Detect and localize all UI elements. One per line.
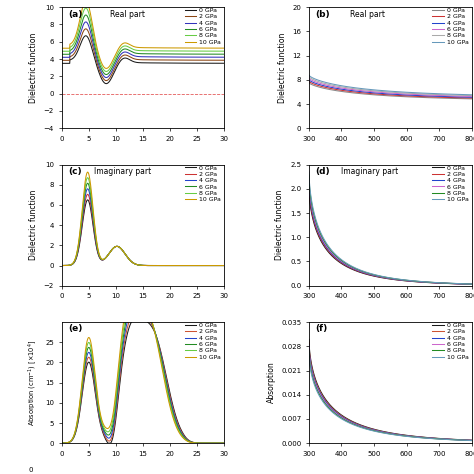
Text: (a): (a) [68,9,82,18]
Y-axis label: Dielectric function: Dielectric function [29,190,38,260]
Legend: 0 GPa, 2 GPa, 4 GPa, 6 GPa, 8 GPa, 10 GPa: 0 GPa, 2 GPa, 4 GPa, 6 GPa, 8 GPa, 10 GP… [432,323,468,360]
Y-axis label: Absorption (cm$^{-1}$) [$\times10^{4}$]: Absorption (cm$^{-1}$) [$\times10^{4}$] [27,339,39,426]
Text: 0: 0 [28,466,33,473]
Legend: 0 GPa, 2 GPa, 4 GPa, 6 GPa, 8 GPa, 10 GPa: 0 GPa, 2 GPa, 4 GPa, 6 GPa, 8 GPa, 10 GP… [432,165,468,202]
Y-axis label: Dielectric function: Dielectric function [278,33,287,103]
Text: (f): (f) [315,325,328,334]
Y-axis label: Dielectric function: Dielectric function [29,33,38,103]
Legend: 0 GPa, 2 GPa, 4 GPa, 6 GPa, 8 GPa, 10 GPa: 0 GPa, 2 GPa, 4 GPa, 6 GPa, 8 GPa, 10 GP… [432,8,468,45]
Legend: 0 GPa, 2 GPa, 4 GPa, 6 GPa, 8 GPa, 10 GPa: 0 GPa, 2 GPa, 4 GPa, 6 GPa, 8 GPa, 10 GP… [185,323,221,360]
Text: (e): (e) [68,325,82,334]
Text: (d): (d) [315,167,330,176]
Text: Real part: Real part [110,9,146,18]
Text: Imaginary part: Imaginary part [341,167,399,176]
Text: Imaginary part: Imaginary part [94,167,151,176]
Legend: 0 GPa, 2 GPa, 4 GPa, 6 GPa, 8 GPa, 10 GPa: 0 GPa, 2 GPa, 4 GPa, 6 GPa, 8 GPa, 10 GP… [185,165,221,202]
Text: Real part: Real part [350,9,384,18]
Y-axis label: Dielectric function: Dielectric function [275,190,284,260]
Legend: 0 GPa, 2 GPa, 4 GPa, 6 GPa, 8 GPa, 10 GPa: 0 GPa, 2 GPa, 4 GPa, 6 GPa, 8 GPa, 10 GP… [185,8,221,45]
Text: (c): (c) [68,167,82,176]
Y-axis label: Absorption: Absorption [266,362,275,403]
Text: (b): (b) [315,9,330,18]
